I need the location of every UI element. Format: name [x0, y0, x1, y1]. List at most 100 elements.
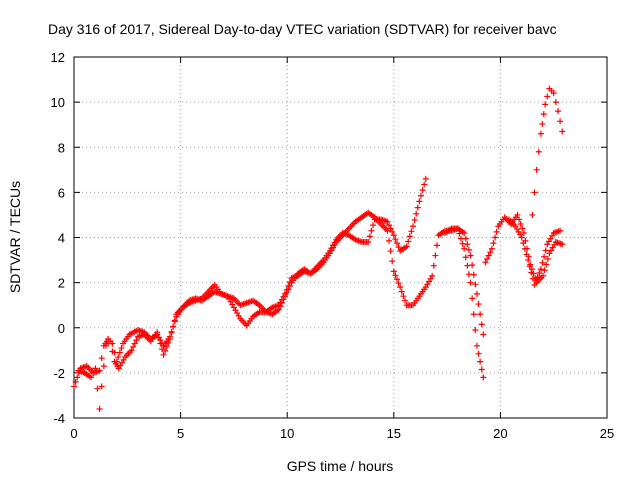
data-point	[520, 240, 527, 247]
data-point	[283, 286, 290, 293]
data-point	[386, 222, 393, 229]
data-point	[482, 259, 489, 266]
data-point	[531, 281, 538, 288]
data-point	[536, 270, 543, 277]
data-point	[166, 336, 173, 343]
data-point	[557, 118, 564, 125]
data-point	[543, 261, 550, 268]
data-point	[480, 331, 487, 338]
y-tick-label: 2	[58, 276, 65, 291]
data-point	[542, 101, 549, 108]
data-point	[559, 241, 566, 248]
data-point	[395, 280, 402, 287]
data-point	[528, 269, 535, 276]
data-point	[464, 262, 471, 269]
data-point	[477, 311, 484, 318]
data-point	[478, 321, 485, 328]
data-point	[422, 175, 429, 182]
x-axis-ticks: 0 5 10 15 20 25	[70, 57, 614, 441]
data-point	[408, 228, 415, 235]
data-point	[368, 227, 375, 234]
data-point	[390, 268, 397, 275]
data-point	[165, 339, 172, 346]
data-point	[171, 317, 178, 324]
grid-lines	[74, 57, 607, 418]
series-track-f	[529, 85, 566, 218]
data-point	[74, 374, 81, 381]
data-point	[480, 374, 487, 381]
data-point	[514, 211, 521, 218]
data-point	[467, 279, 474, 286]
data-point	[485, 252, 492, 259]
data-point	[475, 350, 482, 357]
data-point	[461, 245, 468, 252]
data-point	[421, 181, 428, 188]
data-point	[109, 348, 116, 355]
data-point	[71, 383, 77, 390]
data-point	[459, 240, 466, 247]
data-point	[550, 90, 557, 97]
y-tick-label: 8	[58, 140, 65, 155]
data-point	[472, 327, 479, 334]
data-point	[384, 218, 391, 225]
data-points	[71, 85, 566, 412]
data-point	[386, 237, 393, 244]
series-track-e	[505, 216, 564, 288]
x-tick-label: 15	[387, 426, 401, 441]
data-point	[414, 204, 421, 211]
data-point	[540, 111, 547, 118]
data-point	[98, 355, 105, 362]
data-point	[387, 248, 394, 255]
data-point	[160, 351, 167, 358]
data-point	[539, 259, 546, 266]
data-point	[384, 227, 391, 234]
data-point	[533, 166, 540, 173]
data-point	[557, 227, 564, 234]
data-point	[552, 99, 559, 106]
data-point	[470, 311, 477, 318]
data-point	[518, 234, 525, 241]
data-point	[429, 272, 436, 279]
data-point	[477, 358, 484, 365]
data-point	[462, 254, 469, 261]
data-point	[544, 93, 551, 100]
data-point	[519, 225, 526, 232]
data-point	[417, 192, 424, 199]
data-point	[409, 223, 416, 230]
data-point	[406, 233, 413, 240]
y-tick-label: -4	[53, 411, 65, 426]
data-point	[537, 266, 544, 273]
data-point	[370, 222, 377, 229]
data-point	[107, 338, 114, 345]
data-point	[472, 281, 479, 288]
data-point	[535, 148, 542, 155]
data-point	[392, 272, 399, 279]
data-point	[96, 367, 103, 374]
series-track-c	[441, 225, 487, 381]
data-point	[395, 244, 402, 251]
data-point	[526, 263, 533, 270]
data-point	[168, 329, 175, 336]
data-point	[393, 240, 400, 247]
data-point	[484, 255, 491, 262]
data-point	[416, 198, 423, 205]
data-point	[533, 277, 540, 284]
data-point	[390, 232, 397, 239]
y-tick-label: 10	[51, 95, 65, 110]
data-point	[525, 257, 532, 264]
data-point	[492, 234, 499, 241]
data-point	[413, 210, 420, 217]
data-point	[400, 293, 407, 300]
data-point	[282, 290, 289, 297]
data-point	[115, 354, 122, 361]
data-point	[88, 374, 95, 381]
data-point	[473, 342, 480, 349]
data-point	[133, 337, 140, 344]
data-point	[475, 301, 482, 308]
data-point	[544, 255, 551, 262]
data-point	[473, 290, 480, 297]
data-point	[366, 233, 373, 240]
data-point	[534, 273, 541, 280]
data-point	[469, 295, 476, 302]
